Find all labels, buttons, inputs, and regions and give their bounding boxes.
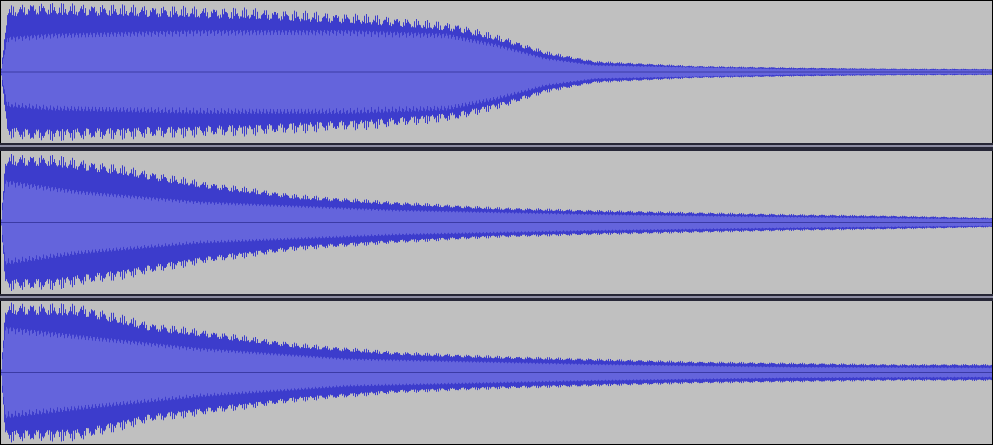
track-separator[interactable] [0, 143, 993, 151]
waveform-track-2 [1, 154, 992, 291]
waveform-track-3 [1, 302, 992, 443]
audio-track-3[interactable] [1, 301, 992, 444]
track-separator[interactable] [0, 294, 993, 301]
audio-track-1[interactable] [1, 1, 992, 143]
waveform-track-1 [1, 3, 992, 141]
audio-track-2[interactable] [1, 151, 992, 294]
